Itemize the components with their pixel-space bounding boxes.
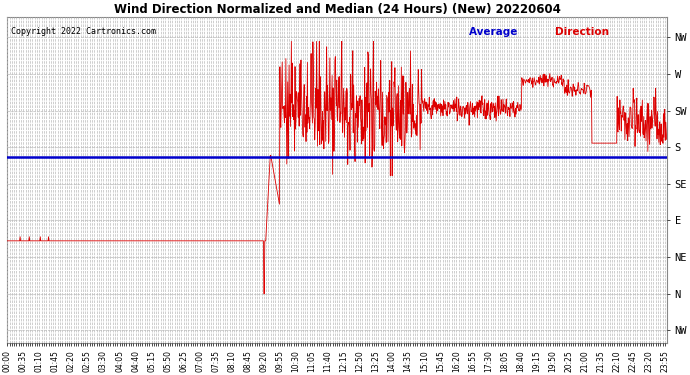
Text: Direction: Direction (555, 27, 609, 37)
Text: Average: Average (469, 27, 521, 37)
Title: Wind Direction Normalized and Median (24 Hours) (New) 20220604: Wind Direction Normalized and Median (24… (114, 3, 560, 16)
Text: Copyright 2022 Cartronics.com: Copyright 2022 Cartronics.com (10, 27, 155, 36)
